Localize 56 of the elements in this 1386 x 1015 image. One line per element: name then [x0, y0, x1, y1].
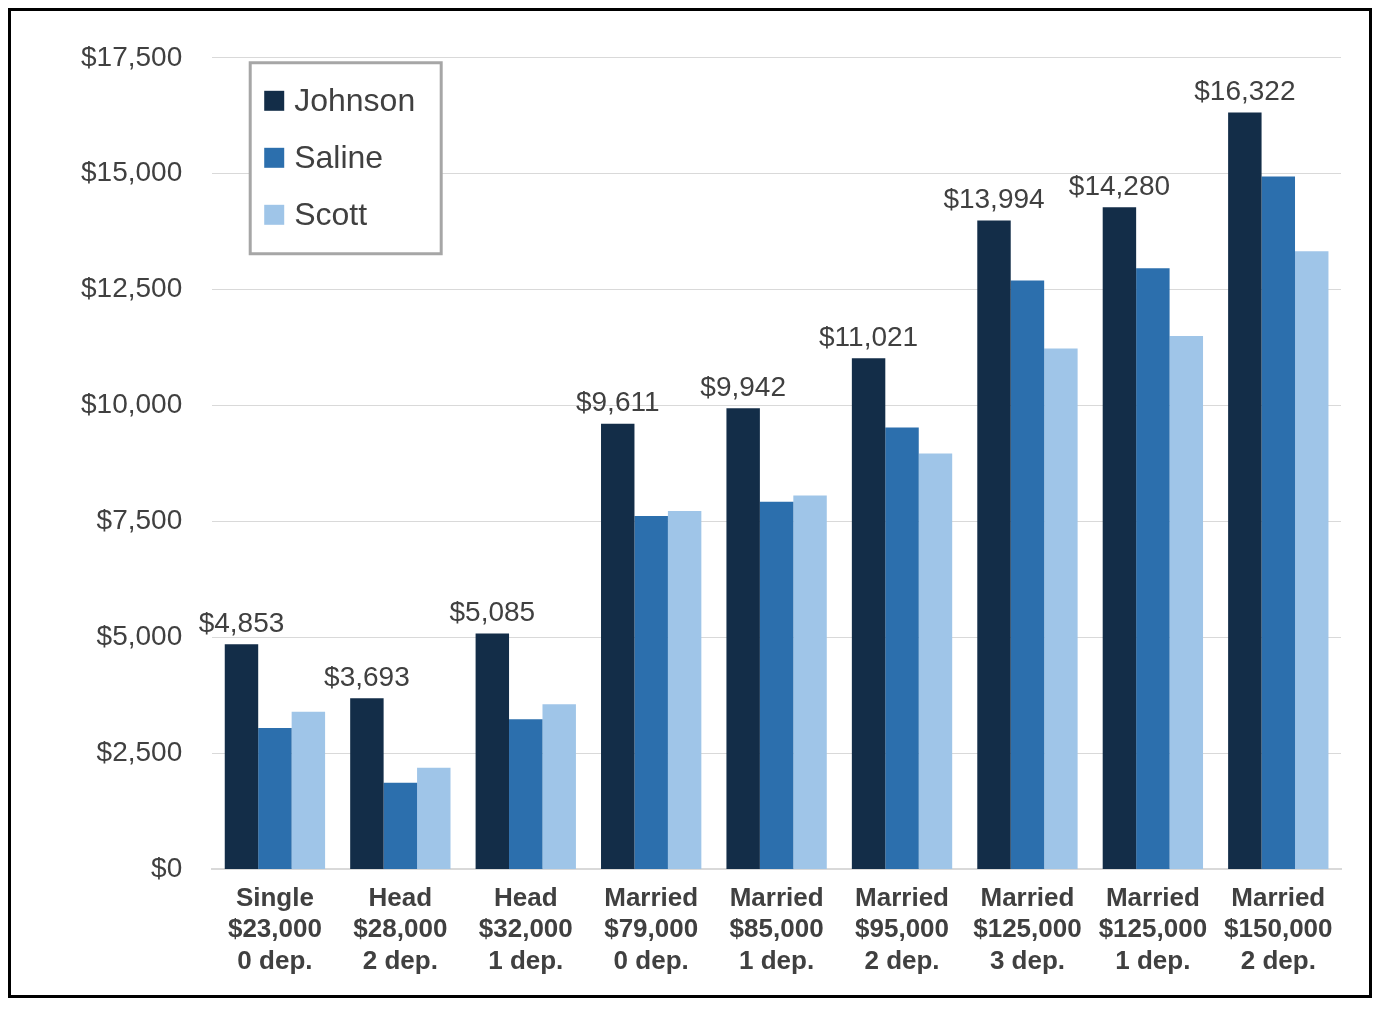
y-tick-label: $2,500 — [96, 736, 183, 768]
bar — [1044, 348, 1078, 869]
bar — [601, 423, 635, 869]
data-label: $5,085 — [449, 596, 536, 628]
bar — [977, 220, 1011, 869]
data-label: $4,853 — [198, 607, 285, 639]
bar — [1102, 207, 1137, 869]
bar — [1261, 176, 1296, 869]
y-tick-label: $0 — [151, 852, 183, 884]
bar — [667, 510, 702, 869]
x-tick-label: Head $32,000 1 dep. — [478, 882, 573, 975]
bar — [475, 633, 510, 869]
x-tick-label: Married $150,000 2 dep. — [1224, 882, 1333, 975]
bar — [350, 698, 384, 869]
bar — [759, 501, 794, 869]
legend-label: Saline — [294, 138, 384, 175]
bar — [224, 644, 259, 869]
bar — [1169, 336, 1204, 869]
bar — [509, 719, 543, 869]
data-label: $16,322 — [1194, 75, 1296, 107]
bar — [291, 711, 326, 869]
y-tick-label: $12,500 — [80, 272, 183, 304]
bar — [542, 704, 576, 869]
x-tick-label: Married $125,000 1 dep. — [1098, 882, 1208, 975]
bar — [918, 453, 953, 869]
bar — [851, 358, 886, 869]
data-label: $3,693 — [324, 660, 410, 692]
y-tick-label: $7,500 — [96, 504, 183, 536]
bar — [634, 516, 668, 869]
bar — [1295, 251, 1329, 869]
y-tick-label: $5,000 — [96, 620, 183, 652]
data-label: $11,021 — [819, 321, 919, 352]
data-label: $9,611 — [575, 386, 660, 418]
bar — [417, 767, 451, 869]
bar — [383, 782, 418, 869]
bar — [1010, 280, 1045, 869]
bar — [726, 408, 760, 869]
y-tick-label: $15,000 — [80, 156, 183, 188]
y-tick-label: $17,500 — [80, 40, 183, 72]
bar — [885, 427, 919, 869]
x-tick-label: Head $28,000 2 dep. — [353, 882, 448, 975]
x-tick-label: Married $125,000 3 dep. — [973, 882, 1082, 975]
data-label: $14,280 — [1068, 169, 1171, 201]
x-tick-label: Married $85,000 1 dep. — [729, 882, 824, 975]
bar — [258, 727, 292, 869]
bar — [1228, 112, 1262, 869]
bar — [1136, 268, 1170, 869]
x-tick-label: Married $95,000 2 dep. — [855, 882, 950, 975]
x-tick-label: Married $79,000 0 dep. — [604, 882, 699, 975]
x-tick-label: Single $23,000 0 dep. — [227, 882, 322, 975]
bar — [793, 495, 827, 869]
legend-label: Johnson — [294, 81, 416, 118]
data-label: $9,942 — [700, 371, 786, 403]
y-tick-label: $10,000 — [80, 388, 183, 420]
data-label: $13,994 — [943, 183, 1045, 215]
legend-label: Scott — [294, 195, 368, 232]
